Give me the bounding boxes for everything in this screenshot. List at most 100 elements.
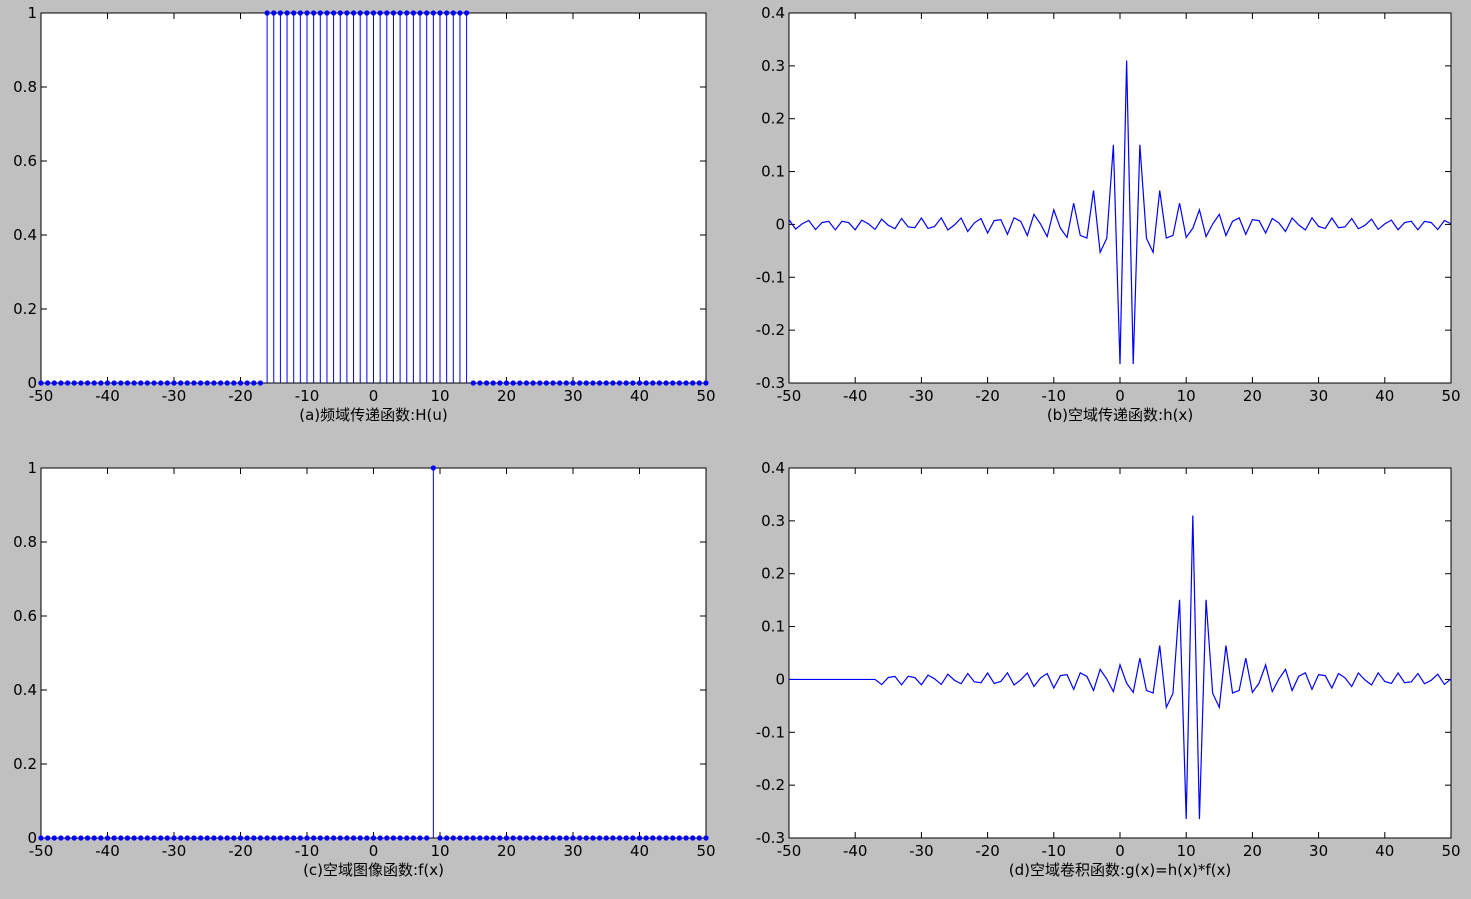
x-tick-label-a: 0 xyxy=(369,387,379,405)
stem-marker-c xyxy=(91,835,97,841)
stem-marker-c xyxy=(404,835,410,841)
stem-marker-c xyxy=(297,835,303,841)
stem-marker-c xyxy=(191,835,197,841)
x-tick-label-a: -10 xyxy=(295,387,320,405)
stem-marker-c xyxy=(244,835,250,841)
x-tick-label-d: -50 xyxy=(777,842,802,860)
x-tick-label-d: 50 xyxy=(1441,842,1460,860)
stem-marker-c xyxy=(583,835,589,841)
stem-marker-a xyxy=(650,380,656,386)
y-tick-label-b: -0.1 xyxy=(756,268,785,286)
x-tick-label-c: -40 xyxy=(95,842,120,860)
stem-marker-c xyxy=(84,835,91,841)
stem-marker-a xyxy=(630,380,636,386)
stem-marker-c xyxy=(257,835,264,841)
stem-marker-a xyxy=(344,10,350,16)
stem-marker-c xyxy=(384,835,390,841)
x-tick-label-b: 0 xyxy=(1115,387,1125,405)
stem-marker-c xyxy=(703,835,709,841)
stem-marker-c xyxy=(184,835,190,841)
x-tick-label-b: -20 xyxy=(975,387,1000,405)
x-tick-label-a: 50 xyxy=(696,387,715,405)
stem-marker-a xyxy=(596,380,603,386)
stem-marker-c xyxy=(58,835,64,841)
stem-marker-a xyxy=(131,380,137,386)
y-tick-label-c: 0 xyxy=(27,829,37,847)
stem-marker-a xyxy=(683,380,689,386)
stem-marker-c xyxy=(344,835,350,841)
stem-marker-c xyxy=(171,835,177,841)
x-tick-label-b: -30 xyxy=(909,387,934,405)
stem-marker-c xyxy=(517,835,523,841)
stem-marker-c xyxy=(450,835,456,841)
stem-marker-c xyxy=(151,835,157,841)
x-tick-label-b: 10 xyxy=(1177,387,1196,405)
stem-marker-c xyxy=(138,835,144,841)
y-tick-label-b: 0.4 xyxy=(761,4,785,22)
x-tick-label-d: 10 xyxy=(1177,842,1196,860)
x-axis-label-b: (b)空域传递函数:h(x) xyxy=(1047,406,1193,424)
stem-marker-c xyxy=(510,835,516,841)
stem-marker-a xyxy=(118,380,124,386)
x-tick-label-d: -20 xyxy=(975,842,1000,860)
stem-marker-a xyxy=(616,380,623,386)
axes-b xyxy=(788,12,1452,384)
stem-marker-c xyxy=(251,835,257,841)
stem-marker-c xyxy=(470,835,476,841)
stem-marker-c xyxy=(158,835,164,841)
stem-marker-c xyxy=(377,835,383,841)
stem-marker-c xyxy=(178,835,184,841)
stem-marker-a xyxy=(204,380,210,386)
stem-marker-c xyxy=(217,835,224,841)
x-tick-label-d: -30 xyxy=(909,842,934,860)
stem-marker-c xyxy=(331,835,337,841)
x-tick-label-b: -50 xyxy=(777,387,802,405)
stem-marker-c xyxy=(557,835,563,841)
stem-marker-c xyxy=(198,835,204,841)
stem-marker-a xyxy=(178,380,184,386)
stem-marker-a xyxy=(284,10,290,16)
stem-marker-c xyxy=(523,835,530,841)
stem-marker-a xyxy=(543,380,550,386)
stem-marker-a xyxy=(397,10,403,16)
stem-marker-a xyxy=(663,380,669,386)
stem-marker-a xyxy=(603,380,609,386)
stem-marker-a xyxy=(490,380,496,386)
stem-marker-a xyxy=(257,380,264,386)
stem-marker-a xyxy=(304,10,310,16)
stem-marker-c xyxy=(603,835,609,841)
stem-marker-a xyxy=(171,380,177,386)
stem-marker-c xyxy=(696,835,702,841)
stem-marker-a xyxy=(357,10,363,16)
stem-marker-c xyxy=(237,835,244,841)
y-tick-label-d: 0.4 xyxy=(761,459,785,477)
stem-marker-a xyxy=(517,380,523,386)
stem-marker-a xyxy=(244,380,250,386)
x-axis-label-c: (c)空域图像函数:f(x) xyxy=(303,861,444,879)
x-tick-label-c: 20 xyxy=(497,842,516,860)
stem-marker-a xyxy=(291,10,297,16)
y-tick-label-d: 0.1 xyxy=(761,618,785,636)
subplot-d: -50 -40 -30 -20 -10 0 10 20 30 40 50 -0.3 -0.2 -0.1 0 0… xyxy=(756,459,1461,879)
x-tick-label-b: -10 xyxy=(1042,387,1067,405)
stem-marker-c xyxy=(337,835,343,841)
stem-marker-c xyxy=(231,835,237,841)
x-tick-label-a: 40 xyxy=(630,387,649,405)
stem-marker-c xyxy=(570,835,576,841)
stem-marker-a xyxy=(164,380,170,386)
y-tick-label-a: 0.8 xyxy=(13,78,37,96)
stem-marker-a xyxy=(271,10,277,16)
stem-marker-c xyxy=(118,835,124,841)
stem-marker-c xyxy=(424,835,430,841)
stem-marker-a xyxy=(670,380,676,386)
stem-marker-a xyxy=(144,380,150,386)
stem-marker-c xyxy=(277,835,284,841)
stem-marker-a xyxy=(211,380,217,386)
stem-marker-c xyxy=(304,835,310,841)
stem-marker-a xyxy=(191,380,197,386)
stem-marker-a xyxy=(124,380,131,386)
x-tick-label-a: -20 xyxy=(228,387,253,405)
x-tick-label-d: 30 xyxy=(1309,842,1328,860)
stem-marker-a xyxy=(417,10,423,16)
stem-marker-c xyxy=(284,835,290,841)
